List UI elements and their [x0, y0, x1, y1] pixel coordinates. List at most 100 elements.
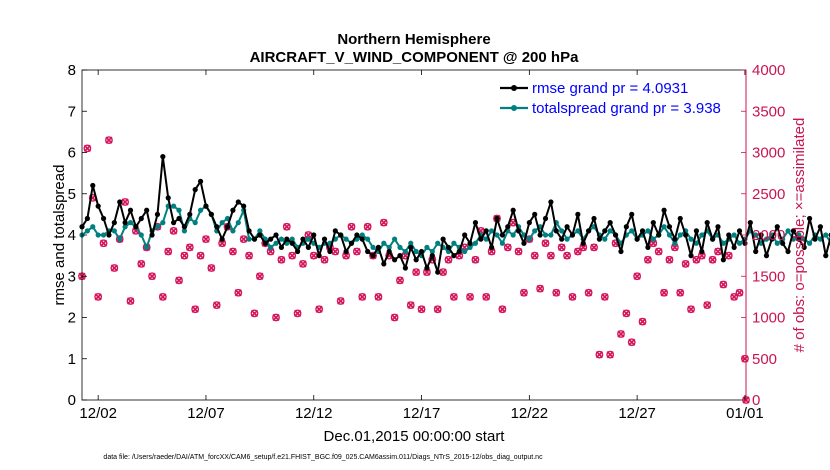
obs-cross-stroke	[730, 293, 738, 301]
obs-cross-stroke	[417, 305, 426, 313]
rmse-point	[645, 244, 651, 250]
obs-assimilated-point	[234, 289, 242, 297]
obs-assimilated-point	[272, 313, 280, 322]
obs-assimilated-point	[137, 260, 145, 268]
obs-assimilated-point	[698, 252, 706, 260]
obs-cross-stroke	[159, 293, 167, 301]
obs-cross-stroke	[633, 272, 641, 280]
totalspread-point	[219, 220, 225, 226]
rmse-point	[521, 240, 527, 246]
rmse-point	[532, 211, 538, 217]
rmse-point	[445, 244, 452, 250]
rmse-line	[81, 155, 830, 274]
obs-possible-point	[498, 305, 507, 314]
obs-possible-point	[158, 292, 167, 301]
obs-possible-point	[396, 276, 404, 285]
rmse-series-layer	[79, 154, 830, 275]
obs-cross-stroke	[692, 256, 700, 264]
obs-cross-stroke	[547, 252, 555, 260]
obs-possible-point	[708, 255, 717, 264]
obs-possible-point	[175, 276, 183, 285]
obs-assimilated-point	[692, 256, 700, 264]
obs-cross-stroke	[401, 252, 409, 260]
rmse-point	[510, 207, 516, 213]
rmse-point	[289, 240, 295, 246]
obs-cross-stroke	[434, 305, 442, 313]
obs-assimilated-point	[164, 247, 172, 256]
obs-assimilated-point	[498, 305, 506, 313]
rmse-point	[278, 244, 285, 250]
obs-assimilated-point	[671, 243, 679, 251]
obs-cross-stroke	[110, 264, 118, 272]
right-axis-label: # of obs: o=possible; ×=assimilated	[791, 118, 808, 353]
totalspread-point	[435, 240, 441, 246]
obs-assimilated-point	[471, 256, 480, 264]
obs-cross-stroke	[455, 252, 463, 260]
obs-cross-stroke	[186, 243, 194, 251]
totalspread-point	[731, 232, 737, 238]
obs-possible-point	[622, 309, 631, 318]
rmse-point	[133, 224, 139, 230]
obs-cross-stroke	[622, 309, 630, 317]
obs-possible-point	[137, 259, 146, 268]
rmse-point	[456, 248, 462, 255]
rmse-point	[138, 215, 144, 222]
legend-spread-label: totalspread grand pr = 3.938	[532, 100, 721, 117]
totalspread-point	[607, 228, 613, 234]
obs-possible-point	[724, 251, 733, 260]
obs-assimilated-point	[719, 280, 727, 289]
obs-assimilated-point	[482, 293, 490, 301]
totalspread-point	[278, 236, 285, 242]
obs-cross-stroke	[94, 293, 102, 301]
obs-possible-point	[406, 301, 415, 310]
obs-possible-point	[99, 239, 108, 248]
rmse-point	[812, 236, 818, 242]
obs-possible-point	[374, 292, 383, 301]
rmse-point	[780, 240, 786, 246]
obs-possible-point	[638, 317, 647, 326]
obs-assimilated-point	[660, 289, 668, 297]
rmse-point	[790, 228, 797, 234]
rmse-point	[623, 224, 629, 230]
obs-cross-stroke	[568, 293, 577, 301]
obs-assimilated-point	[175, 276, 183, 284]
obs-possible-point	[654, 247, 663, 256]
obs-possible-point	[115, 235, 124, 244]
obs-possible-point	[245, 251, 253, 260]
obs-assimilated-point	[504, 243, 512, 251]
obs-cross-stroke	[240, 235, 248, 243]
totalspread-point	[645, 228, 651, 234]
rmse-point	[338, 232, 344, 238]
obs-possible-point	[363, 222, 372, 231]
obs-possible-point	[352, 247, 361, 256]
rmse-point	[726, 232, 732, 238]
obs-cross-stroke	[170, 227, 178, 235]
totalspread-point	[391, 236, 398, 242]
rmse-point	[268, 236, 274, 242]
obs-assimilated-point	[299, 260, 307, 268]
obs-possible-point	[557, 243, 566, 252]
obs-assimilated-point	[552, 289, 560, 297]
obs-possible-point	[703, 301, 712, 310]
obs-cross-stroke	[180, 252, 188, 260]
rmse-point	[246, 228, 252, 234]
rmse-point	[160, 154, 166, 160]
obs-assimilated-point	[434, 305, 442, 313]
rmse-point	[742, 240, 748, 246]
right-tick-label: 1500	[752, 268, 785, 285]
obs-assimilated-point	[466, 293, 474, 301]
obs-assimilated-point	[267, 247, 275, 256]
obs-assimilated-point	[649, 239, 657, 247]
rmse-point	[257, 232, 263, 238]
obs-assimilated-point	[606, 351, 614, 359]
rmse-point	[262, 240, 268, 246]
rmse-point	[429, 253, 435, 259]
x-tick-label: 12/17	[403, 405, 441, 422]
x-axis-label: Dec.01,2015 00:00:00 start	[324, 428, 506, 445]
obs-possible-point	[606, 350, 615, 359]
obs-cross-stroke	[644, 256, 652, 264]
obs-cross-stroke	[725, 252, 733, 260]
obs-assimilated-point	[218, 239, 226, 247]
rmse-point	[451, 253, 457, 259]
